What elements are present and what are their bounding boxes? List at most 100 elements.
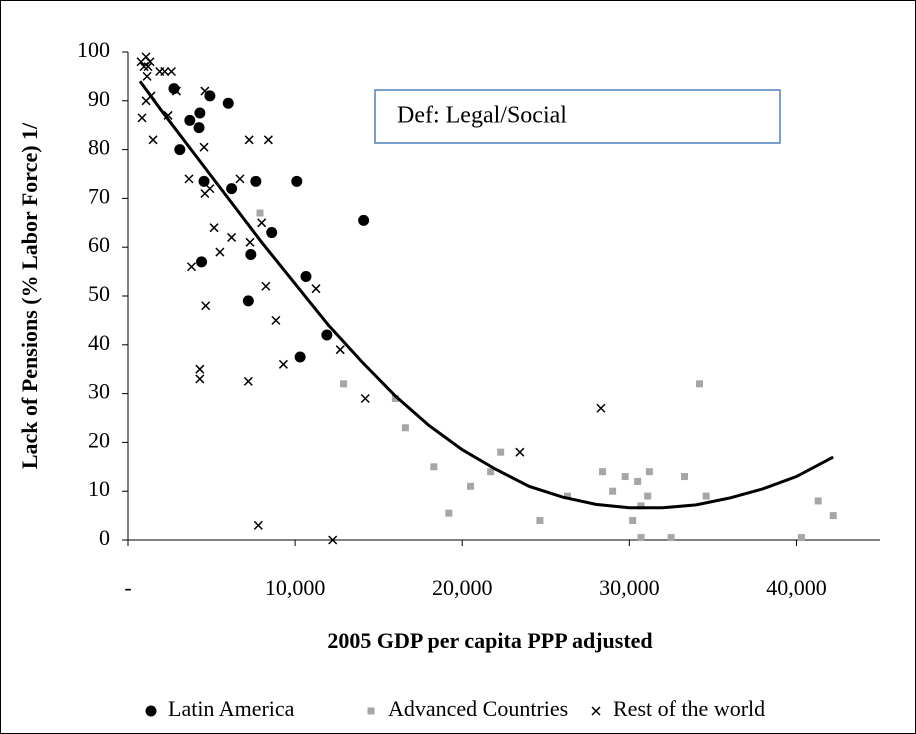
point: [621, 473, 629, 481]
annotation-box: [374, 89, 781, 144]
point: [245, 237, 255, 247]
point: [829, 512, 837, 520]
point: [278, 359, 288, 369]
x-tick-label: -: [124, 575, 131, 600]
x-tick-label: 30,000: [599, 575, 660, 600]
point: [205, 184, 215, 194]
point: [321, 329, 333, 341]
x-tick-label: 20,000: [432, 575, 493, 600]
point: [142, 71, 152, 81]
point: [256, 209, 264, 217]
point: [209, 223, 219, 233]
point: [702, 492, 710, 500]
point: [335, 345, 345, 355]
point: [515, 447, 525, 457]
point: [196, 256, 208, 268]
point: [244, 135, 254, 145]
point: [596, 403, 606, 413]
annotation: Def: Legal/Social: [397, 103, 567, 129]
point: [195, 374, 205, 384]
point: [139, 62, 149, 72]
point: [487, 468, 495, 476]
point: [291, 175, 303, 187]
legend-label: Latin America: [168, 696, 295, 721]
point: [696, 380, 704, 388]
legend-label: Advanced Countries: [388, 696, 568, 721]
x-axis-label: 2005 GDP per capita PPP adjusted: [327, 628, 652, 653]
point: [143, 62, 153, 72]
point: [184, 174, 194, 184]
point: [599, 468, 607, 476]
point: [564, 492, 572, 500]
point: [201, 301, 211, 311]
point: [645, 468, 653, 476]
point: [680, 473, 688, 481]
legend-marker: [145, 705, 157, 717]
point: [186, 262, 197, 272]
point: [294, 351, 306, 363]
point: [629, 516, 637, 524]
x-tick-label: 10,000: [265, 575, 326, 600]
point: [243, 376, 253, 386]
point: [401, 424, 409, 432]
point: [445, 509, 453, 517]
point: [137, 113, 147, 123]
point: [667, 534, 675, 542]
point: [634, 477, 642, 485]
legend-label: Rest of the world: [613, 696, 765, 721]
point: [257, 218, 267, 228]
point: [174, 144, 186, 156]
point: [360, 393, 370, 404]
point: [242, 295, 254, 307]
y-tick-label: 0: [99, 525, 110, 550]
y-tick-label: 80: [88, 135, 110, 160]
y-tick-label: 100: [77, 37, 110, 62]
y-tick-label: 50: [88, 281, 110, 306]
y-tick-label: 40: [88, 330, 110, 355]
point: [199, 142, 209, 152]
point: [328, 535, 338, 545]
point: [215, 247, 225, 257]
point: [166, 66, 176, 77]
point: [222, 97, 234, 109]
y-tick-label: 60: [88, 232, 110, 257]
point: [193, 122, 205, 134]
point: [644, 492, 652, 500]
point: [536, 516, 544, 524]
y-tick-label: 10: [88, 476, 110, 501]
point: [609, 487, 617, 495]
y-tick-label: 90: [88, 86, 110, 111]
point: [171, 86, 181, 96]
point: [261, 281, 271, 291]
point: [184, 114, 196, 126]
point: [637, 502, 645, 510]
point: [235, 174, 245, 184]
point: [195, 364, 205, 374]
point: [250, 175, 262, 187]
point: [200, 86, 210, 96]
point: [340, 380, 348, 388]
legend-marker: [367, 707, 375, 715]
y-axis-label: Lack of Pensions (% Labor Force) 1/: [17, 122, 42, 469]
point: [797, 534, 805, 542]
point: [245, 249, 257, 261]
point: [391, 394, 399, 402]
point: [160, 66, 170, 77]
x-tick-label: 40,000: [766, 575, 827, 600]
point: [497, 448, 505, 456]
point: [194, 107, 206, 119]
point: [430, 463, 438, 471]
point: [266, 227, 278, 239]
point: [263, 135, 273, 145]
trend-line: [138, 80, 834, 510]
point: [637, 534, 645, 542]
y-tick-label: 20: [88, 427, 110, 452]
point: [148, 135, 158, 145]
point: [814, 497, 822, 505]
y-tick-label: 30: [88, 379, 110, 404]
point: [358, 214, 370, 226]
y-tick-label: 70: [88, 183, 110, 208]
point: [253, 520, 263, 530]
point: [198, 175, 210, 187]
